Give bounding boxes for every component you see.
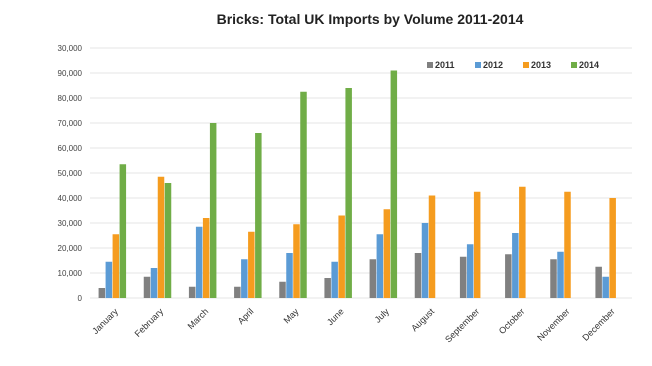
gridlines: [90, 47, 632, 299]
x-tick-label: February: [133, 306, 166, 339]
bar-2013-april: [248, 231, 255, 298]
x-tick-label: May: [282, 306, 301, 325]
bar-2014-january: [119, 164, 127, 298]
bar-2014-may: [300, 91, 307, 298]
x-tick-label: October: [497, 306, 527, 336]
y-tick-label: 30,000: [58, 219, 83, 228]
bar-2011-november: [550, 259, 557, 298]
x-axis-ticks: January February March April May June July Augu…: [90, 306, 617, 345]
bar-2012-march: [195, 226, 203, 298]
y-tick-label: 90,000: [58, 69, 83, 78]
y-tick-label: 20,000: [58, 244, 83, 253]
x-tick-label: September: [443, 306, 481, 344]
bar-2014-june: [345, 88, 352, 298]
bar-2011-may: [279, 281, 286, 298]
bar-2013-march: [202, 218, 210, 298]
y-tick-label: 60,000: [58, 144, 83, 153]
legend: 2011 2012 2013 2014: [427, 60, 599, 70]
x-tick-label: June: [325, 306, 346, 327]
bar-2013-september: [473, 191, 481, 298]
bar-2012-october: [512, 233, 519, 298]
legend-label: 2014: [579, 60, 599, 70]
bar-2011-march: [188, 286, 196, 298]
legend-label: 2012: [483, 60, 503, 70]
bar-2013-august: [428, 195, 436, 298]
legend-label: 2013: [531, 60, 551, 70]
x-tick-label: January: [90, 306, 120, 336]
x-tick-label: November: [535, 306, 571, 342]
bar-2012-april: [241, 259, 248, 298]
y-tick-label: 30,000: [58, 44, 83, 53]
bar-2012-june: [331, 261, 338, 298]
bar-2012-september: [466, 244, 474, 298]
bars: [98, 70, 616, 298]
bar-2012-november: [557, 251, 564, 298]
y-tick-label: 10,000: [58, 269, 83, 278]
bar-2014-july: [390, 70, 398, 298]
bar-2011-july: [369, 259, 377, 298]
bar-2011-december: [595, 266, 602, 298]
bar-2013-november: [564, 191, 571, 298]
bar-2014-february: [164, 183, 172, 298]
bar-2013-july: [383, 209, 391, 298]
bar-2013-february: [157, 176, 165, 298]
bar-2012-may: [286, 253, 293, 298]
y-axis-ticks: 0 10,000 20,000 30,000 40,000 50,000 60,000 70,…: [58, 44, 83, 303]
bar-2011-september: [459, 256, 467, 298]
bar-2011-april: [234, 286, 241, 298]
bar-2012-january: [105, 261, 113, 298]
y-tick-label: 40,000: [58, 194, 83, 203]
y-tick-label: 50,000: [58, 169, 83, 178]
bar-2011-january: [98, 288, 106, 298]
bar-2011-october: [505, 254, 512, 298]
bar-2012-july: [376, 234, 384, 298]
y-tick-label: 70,000: [58, 119, 83, 128]
legend-swatch: [571, 62, 577, 68]
legend-swatch: [427, 62, 433, 68]
bar-2013-june: [338, 215, 345, 298]
bar-2014-march: [209, 123, 217, 298]
bar-2013-may: [293, 224, 300, 298]
y-tick-label: 80,000: [58, 94, 83, 103]
bar-2012-august: [421, 223, 429, 298]
legend-swatch: [475, 62, 481, 68]
x-tick-label: August: [409, 306, 436, 333]
x-tick-label: December: [580, 306, 616, 342]
bar-2011-june: [324, 278, 331, 298]
y-tick-label: 0: [78, 294, 83, 303]
bar-2012-december: [602, 276, 609, 298]
legend-swatch: [523, 62, 529, 68]
bar-2013-december: [609, 198, 616, 298]
bar-2012-february: [150, 268, 158, 298]
bar-2014-april: [255, 133, 262, 298]
x-tick-label: April: [236, 306, 256, 326]
bar-2011-august: [414, 253, 422, 298]
legend-label: 2011: [435, 60, 455, 70]
x-tick-label: July: [373, 306, 392, 325]
chart-title: Bricks: Total UK Imports by Volume 2011-…: [217, 11, 524, 27]
bar-2011-february: [143, 276, 151, 298]
x-tick-label: March: [186, 306, 211, 331]
bar-2013-january: [112, 234, 120, 298]
bar-2013-october: [519, 186, 526, 298]
